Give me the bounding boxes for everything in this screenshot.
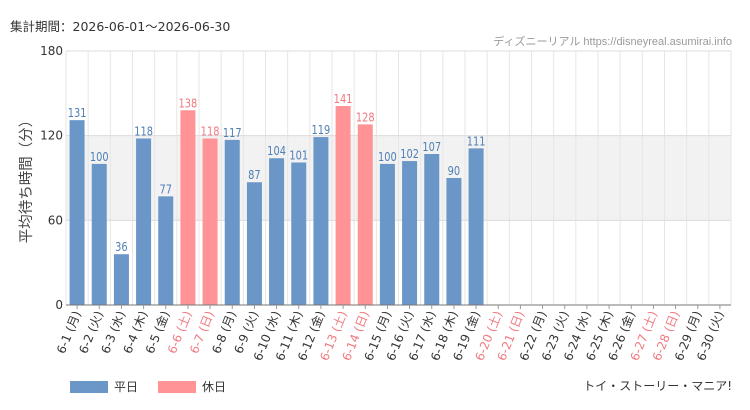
attraction-name: トイ・ストーリー・マニア! — [583, 379, 732, 393]
chart-legend: 平日 休日 — [70, 378, 246, 395]
bar — [69, 120, 85, 306]
chart-ylabel-layer: 平均待ち時間（分） — [18, 113, 35, 244]
bar — [446, 178, 462, 305]
bar — [136, 138, 152, 305]
bar-value-label: 107 — [422, 140, 441, 154]
bar-value-label: 118 — [201, 125, 220, 139]
y-tick-label: 120 — [40, 129, 63, 143]
bar-value-label: 100 — [90, 150, 109, 164]
bar-value-label: 101 — [289, 149, 308, 163]
bar-value-label: 36 — [115, 240, 128, 254]
bar — [379, 163, 395, 305]
bar-value-label: 141 — [334, 92, 353, 106]
bar-value-label: 102 — [400, 147, 419, 161]
source-credit: ディズニーリアル https://disneyreal.asumirai.inf… — [493, 36, 732, 48]
bar-value-label: 138 — [179, 96, 198, 110]
bar-value-label: 117 — [223, 126, 242, 140]
bar — [291, 162, 307, 305]
legend-label-holiday: 休日 — [202, 380, 227, 394]
bar — [113, 254, 129, 305]
bar — [158, 196, 174, 305]
legend-item-holiday: 休日 — [158, 378, 226, 395]
bar — [468, 148, 484, 305]
bar — [269, 158, 285, 305]
bar — [246, 182, 262, 305]
legend-item-weekday: 平日 — [70, 378, 138, 395]
bar — [357, 124, 373, 305]
bar — [424, 154, 440, 305]
bar-value-label: 77 — [159, 182, 172, 196]
bar-value-label: 119 — [312, 123, 331, 137]
bar — [91, 163, 107, 305]
y-tick-label: 60 — [48, 213, 63, 227]
bar — [402, 161, 418, 305]
bar — [202, 138, 218, 305]
legend-swatch-holiday — [158, 380, 197, 393]
y-tick-label: 180 — [40, 44, 63, 58]
y-axis-label: 平均待ち時間（分） — [18, 113, 35, 244]
bar — [313, 137, 329, 305]
bar — [224, 139, 240, 305]
bar-value-label: 90 — [448, 164, 461, 178]
chart-grid-layer — [65, 50, 732, 306]
period-label: 集計期間：2026-06-01～2026-06-30 — [10, 19, 231, 34]
bar-value-label: 128 — [356, 110, 375, 124]
bar-value-label: 100 — [378, 150, 397, 164]
bar — [180, 110, 196, 306]
bar-value-label: 104 — [267, 144, 286, 158]
bar-value-label: 118 — [134, 125, 153, 139]
bar — [335, 106, 351, 306]
bar-value-label: 131 — [68, 106, 87, 120]
bar-value-label: 111 — [467, 134, 486, 148]
legend-label-weekday: 平日 — [114, 380, 139, 394]
y-tick-label: 0 — [55, 298, 63, 312]
legend-swatch-weekday — [70, 380, 108, 393]
bar-value-label: 87 — [248, 168, 261, 182]
